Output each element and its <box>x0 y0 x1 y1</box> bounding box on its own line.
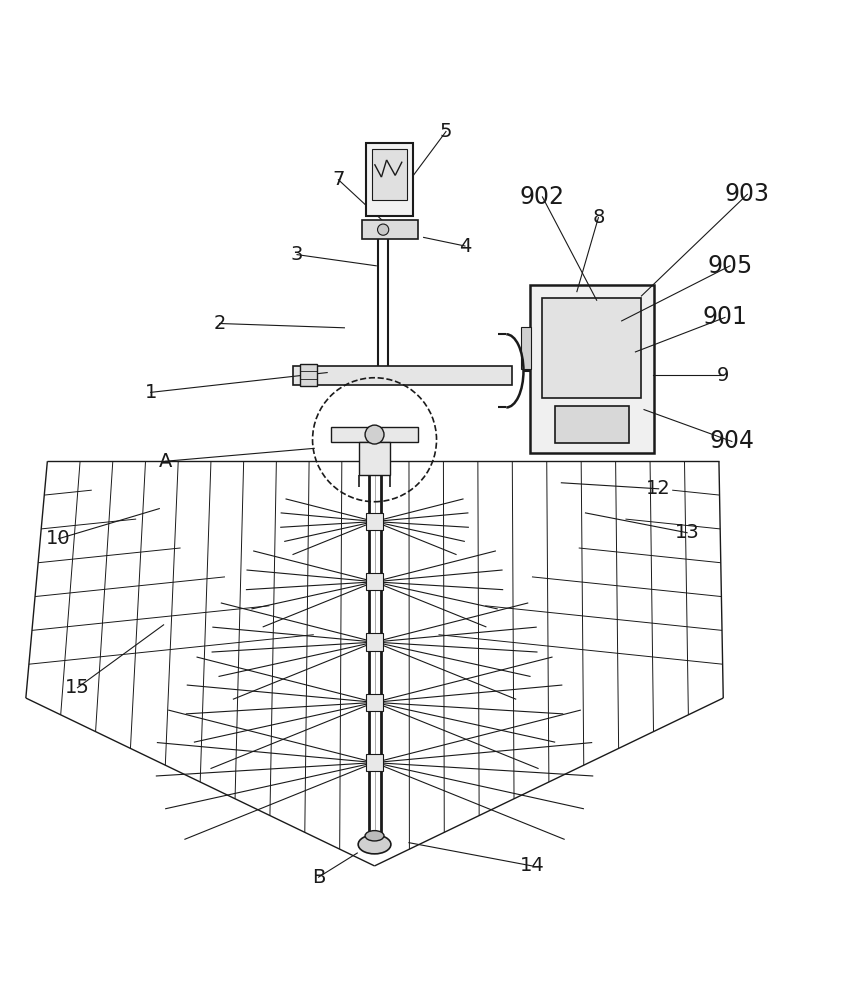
Bar <box>366 754 383 771</box>
Text: 4: 4 <box>459 237 471 256</box>
Text: 7: 7 <box>332 170 344 189</box>
Text: 13: 13 <box>675 523 699 542</box>
Ellipse shape <box>365 425 384 444</box>
Text: 901: 901 <box>703 305 747 329</box>
Text: 5: 5 <box>440 122 452 141</box>
Text: 3: 3 <box>291 245 303 264</box>
Text: 1: 1 <box>145 383 157 402</box>
Bar <box>366 633 383 651</box>
Text: 9: 9 <box>717 366 729 385</box>
Bar <box>372 149 407 200</box>
Text: 12: 12 <box>647 479 671 498</box>
Text: 14: 14 <box>520 856 544 875</box>
Bar <box>300 364 317 386</box>
Bar <box>555 406 629 443</box>
Bar <box>366 694 383 711</box>
Text: 10: 10 <box>46 529 71 548</box>
Text: 8: 8 <box>592 208 604 227</box>
Text: A: A <box>158 452 172 471</box>
Bar <box>331 427 418 442</box>
Bar <box>293 366 512 385</box>
Text: 903: 903 <box>725 182 770 206</box>
Ellipse shape <box>377 224 389 235</box>
Text: 15: 15 <box>65 678 90 697</box>
Ellipse shape <box>358 835 391 854</box>
Text: 904: 904 <box>709 429 754 453</box>
Ellipse shape <box>365 831 384 841</box>
Text: 2: 2 <box>214 314 226 333</box>
Bar <box>366 513 383 530</box>
Bar <box>366 573 383 590</box>
Bar <box>366 143 413 216</box>
Bar <box>359 442 390 475</box>
Text: B: B <box>312 868 325 887</box>
Bar <box>521 327 531 369</box>
Text: 902: 902 <box>520 185 565 209</box>
Bar <box>362 220 418 239</box>
Text: 905: 905 <box>708 254 753 278</box>
Bar <box>530 285 654 453</box>
Bar <box>542 298 641 398</box>
